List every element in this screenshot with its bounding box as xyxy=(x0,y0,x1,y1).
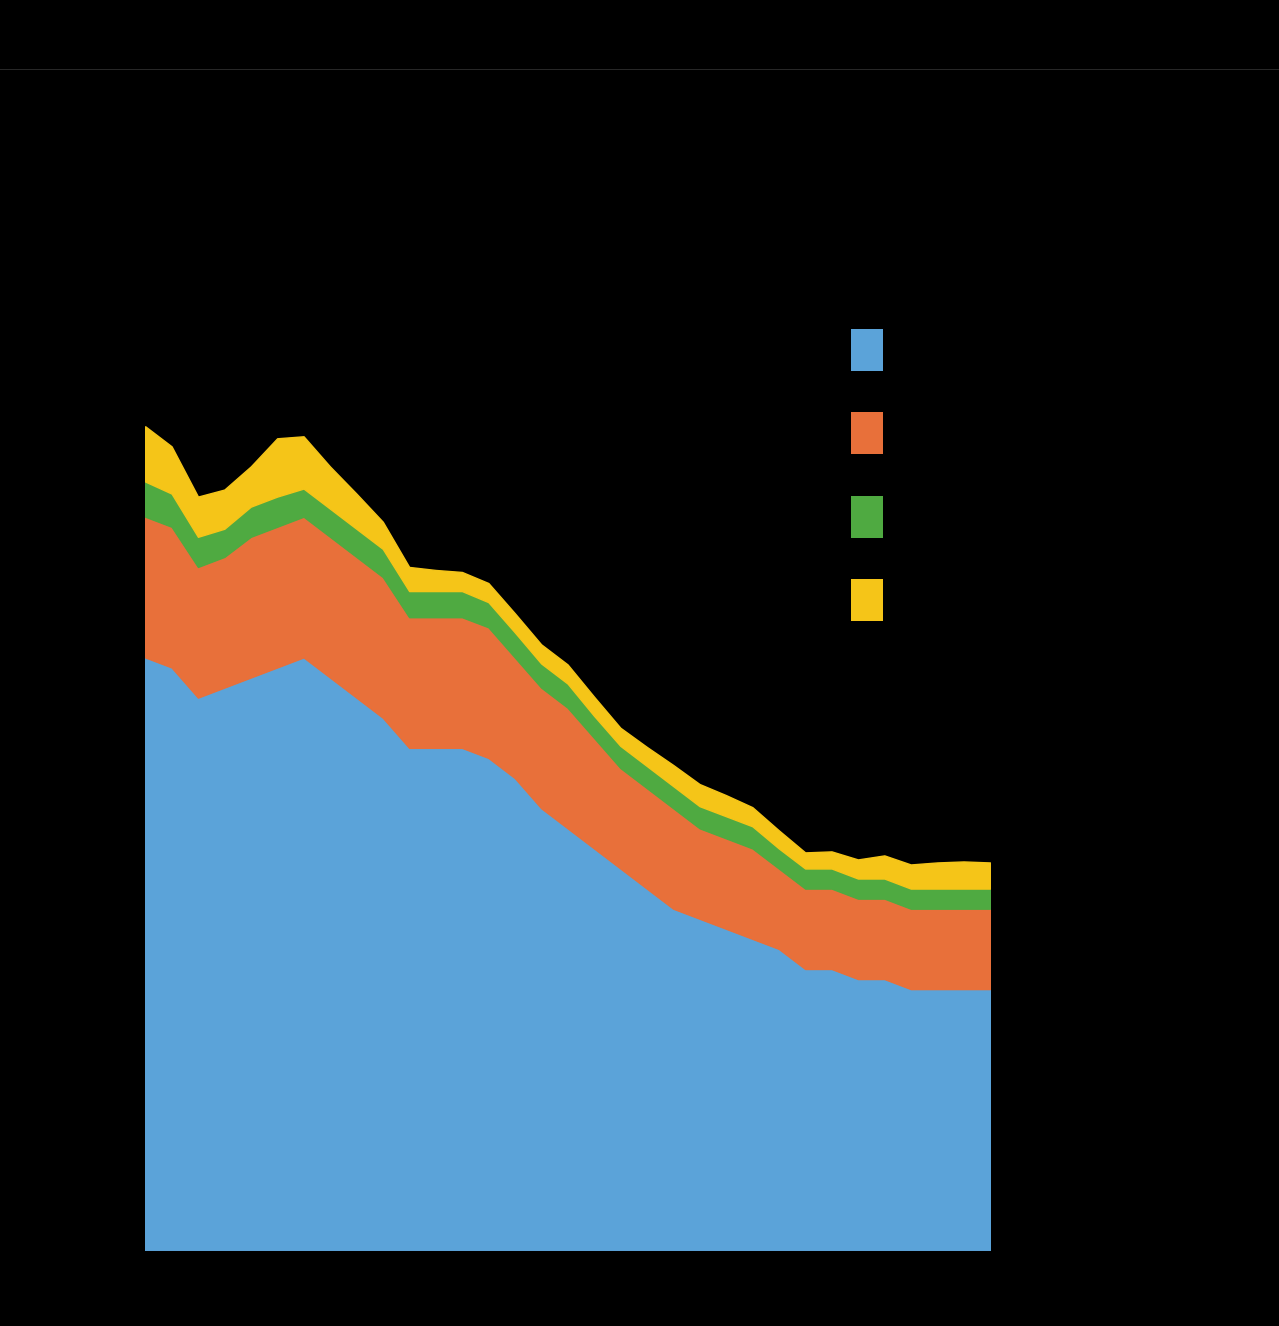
Text: 兆円: 兆円 xyxy=(77,16,124,54)
Bar xyxy=(851,329,883,371)
Bar xyxy=(851,496,883,538)
Bar xyxy=(851,579,883,621)
Bar xyxy=(851,412,883,455)
